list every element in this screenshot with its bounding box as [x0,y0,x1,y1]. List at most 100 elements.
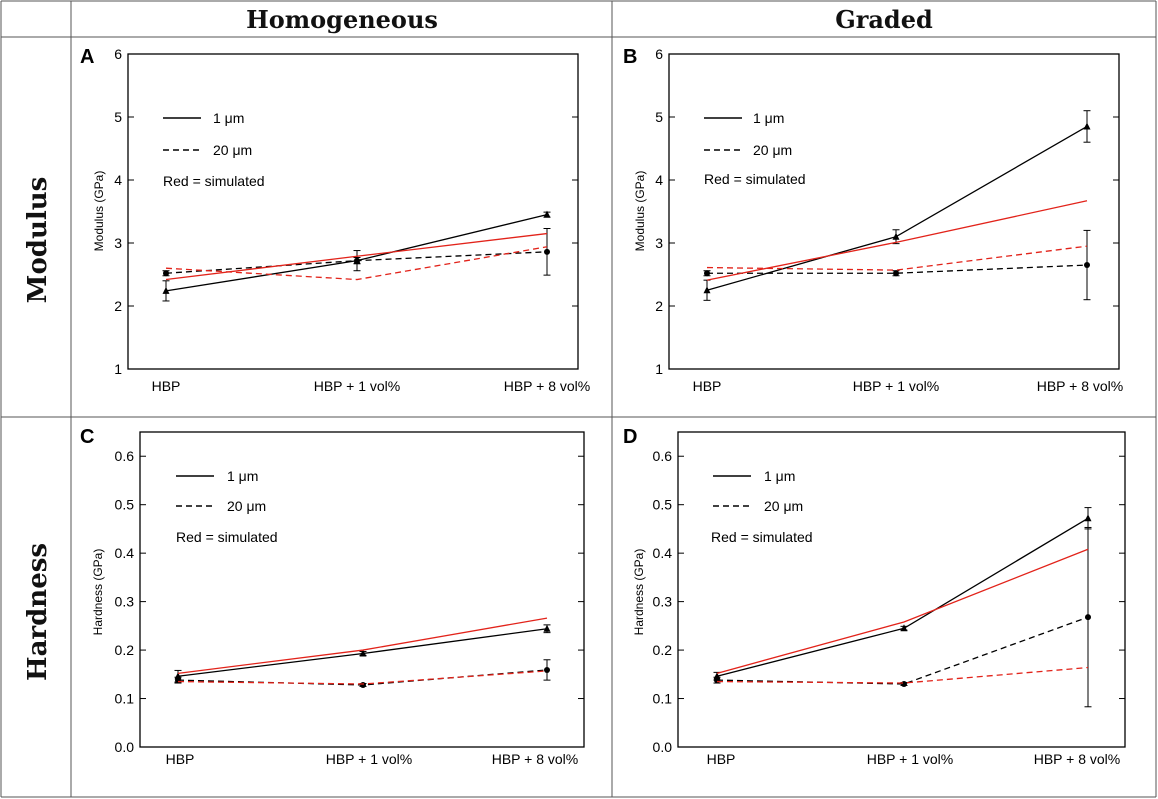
series-line [165,232,548,281]
series-line [177,670,548,685]
x-tick-label: HBP + 1 vol% [867,751,954,767]
column-header-homogeneous: Homogeneous [246,5,438,34]
data-point-circle [1085,614,1091,621]
row-header-modulus: Modulus [23,177,53,304]
series-line [706,200,1088,281]
y-tick-label: 0.2 [653,642,673,658]
legend-dashed-label: 20 μm [227,498,266,514]
x-tick-label: HBP [152,378,181,394]
legend-solid-label: 1 μm [764,468,795,484]
chart-panel-b: B Modulus (GPa) HBP HBP + 1 vol% HBP + 8… [623,46,1123,394]
data-point-circle [704,270,710,277]
data-point-triangle [1084,514,1092,522]
plot-frame [139,431,585,748]
data-point-circle [360,681,366,688]
panel-letter: B [623,46,637,68]
y-tick-label: 5 [114,109,122,125]
data-point-circle [544,248,550,255]
legend-note: Red = simulated [704,171,806,187]
chart-panel-a: A Modulus (GPa) HBP HBP + 1 vol% HBP + 8… [80,46,590,394]
legend-dashed-label: 20 μm [764,498,803,514]
data-point-circle [163,270,169,277]
x-tick-label: HBP + 1 vol% [853,378,940,394]
y-tick-label: 1 [655,361,663,377]
series-line [716,548,1089,674]
column-header-graded: Graded [835,5,933,34]
data-point-circle [901,681,907,687]
series-line [716,666,1089,684]
x-tick-label: HBP + 8 vol% [1037,378,1124,394]
plot-frame [668,53,1120,370]
legend-dashed-label: 20 μm [213,142,252,158]
y-tick-label: 2 [655,298,663,314]
y-tick-label: 2 [114,298,122,314]
x-tick-label: HBP [707,751,736,767]
chart-panel-d: D Hardness (GPa) HBP HBP + 1 vol% HBP + … [623,426,1126,767]
data-point-triangle [162,286,170,294]
x-tick-label: HBP + 8 vol% [492,751,579,767]
row-header-hardness: Hardness [23,543,53,681]
y-tick-label: 0.4 [653,545,673,561]
data-point-circle [544,666,550,673]
y-axis-title: Modulus (GPa) [633,171,647,252]
y-tick-label: 6 [114,46,122,62]
data-point-circle [354,257,360,264]
x-tick-label: HBP + 8 vol% [1034,751,1121,767]
y-tick-label: 3 [114,235,122,251]
y-tick-label: 0.0 [115,739,135,755]
y-axis-title: Hardness (GPa) [632,549,646,636]
legend-solid-label: 1 μm [213,110,244,126]
y-tick-label: 1 [114,361,122,377]
legend-note: Red = simulated [711,529,813,545]
data-point-triangle [359,649,367,657]
y-tick-label: 0.2 [115,642,135,658]
y-tick-label: 0.4 [115,545,135,561]
legend: 1 μm 20 μm Red = simulated [711,468,813,545]
data-point-triangle [703,286,711,294]
panel-letter: A [80,46,94,68]
data-point-triangle [543,624,551,632]
data-point-circle [893,270,899,277]
legend: 1 μm 20 μm Red = simulated [163,110,265,189]
legend-solid-label: 1 μm [753,110,784,126]
legend-dashed-label: 20 μm [753,142,792,158]
legend-note: Red = simulated [163,173,265,189]
x-tick-label: HBP [166,751,195,767]
legend-note: Red = simulated [176,529,278,545]
y-tick-label: 0.5 [653,497,673,513]
data-point-triangle [900,624,908,632]
y-tick-label: 4 [114,172,122,188]
x-tick-label: HBP + 8 vol% [504,378,591,394]
y-axis-title: Hardness (GPa) [91,549,105,636]
y-tick-label: 0.1 [653,691,673,707]
y-axis-title: Modulus (GPa) [92,171,106,252]
legend-solid-label: 1 μm [227,468,258,484]
y-tick-label: 0.6 [653,448,673,464]
series-line [707,264,1088,274]
x-tick-label: HBP + 1 vol% [326,751,413,767]
data-point-triangle [1083,122,1091,130]
plot-frame [677,431,1126,748]
panel-letter: C [80,426,94,448]
y-tick-label: 0.1 [115,691,135,707]
y-tick-label: 3 [655,235,663,251]
legend: 1 μm 20 μm Red = simulated [176,468,278,545]
x-tick-label: HBP [693,378,722,394]
series-line [716,616,1089,685]
y-tick-label: 0.6 [115,448,135,464]
data-point-circle [1084,262,1090,269]
y-tick-label: 5 [655,109,663,125]
x-tick-label: HBP + 1 vol% [314,378,401,394]
y-tick-label: 0.3 [115,594,135,610]
panel-letter: D [623,426,637,448]
y-tick-label: 0.5 [115,497,135,513]
series-line [177,617,548,674]
y-tick-label: 0.3 [653,594,673,610]
data-point-triangle [543,210,551,218]
data-point-triangle [892,232,900,240]
y-tick-label: 6 [655,46,663,62]
y-tick-label: 4 [655,172,663,188]
series-line [165,246,548,281]
